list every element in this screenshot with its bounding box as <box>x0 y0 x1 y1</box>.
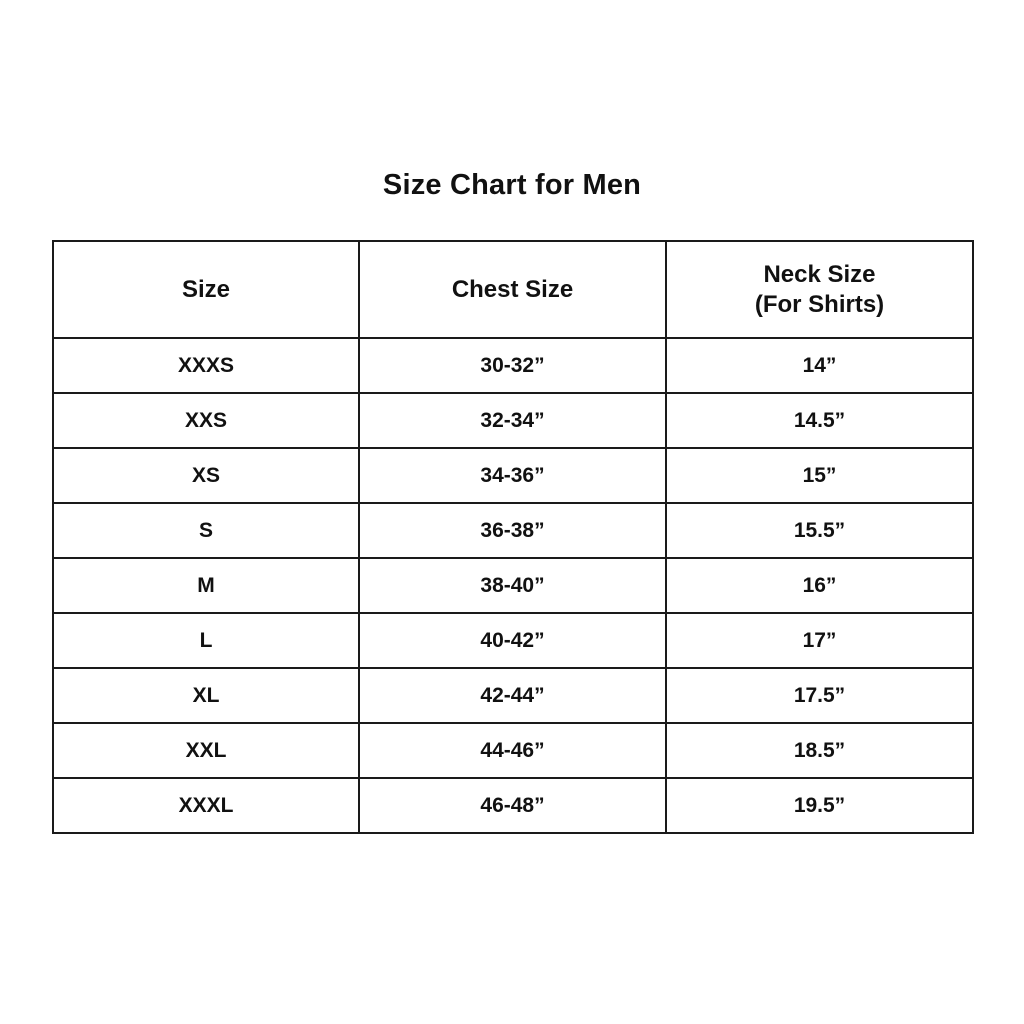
cell-size: L <box>52 612 360 669</box>
size-chart-table: Size Chest Size Neck Size (For Shirts) X… <box>52 240 974 834</box>
cell-size: S <box>52 502 360 559</box>
column-header-size: Size <box>52 240 360 339</box>
table-row: S 36-38” 15.5” <box>52 502 974 559</box>
cell-chest: 36-38” <box>358 502 667 559</box>
table-row: XXS 32-34” 14.5” <box>52 392 974 449</box>
cell-neck: 19.5” <box>665 777 974 834</box>
cell-chest: 34-36” <box>358 447 667 504</box>
column-header-neck-size-line1: Neck Size <box>763 260 876 288</box>
cell-size: XXL <box>52 722 360 779</box>
cell-size: XXXS <box>52 337 360 394</box>
table-row: XS 34-36” 15” <box>52 447 974 504</box>
cell-neck: 17.5” <box>665 667 974 724</box>
column-header-neck-size-line2: (For Shirts) <box>754 290 885 318</box>
table-body: XXXS 30-32” 14” XXS 32-34” 14.5” XS 34-3… <box>52 337 974 834</box>
cell-chest: 30-32” <box>358 337 667 394</box>
column-header-neck-size: Neck Size (For Shirts) <box>665 240 974 339</box>
cell-neck: 15.5” <box>665 502 974 559</box>
table-row: XXXS 30-32” 14” <box>52 337 974 394</box>
size-chart-table-container: Size Chest Size Neck Size (For Shirts) X… <box>52 240 974 834</box>
cell-neck: 14.5” <box>665 392 974 449</box>
table-row: XXL 44-46” 18.5” <box>52 722 974 779</box>
cell-neck: 16” <box>665 557 974 614</box>
table-row: M 38-40” 16” <box>52 557 974 614</box>
cell-chest: 32-34” <box>358 392 667 449</box>
table-header-row: Size Chest Size Neck Size (For Shirts) <box>52 240 974 339</box>
cell-neck: 14” <box>665 337 974 394</box>
table-row: L 40-42” 17” <box>52 612 974 669</box>
table-header: Size Chest Size Neck Size (For Shirts) <box>52 240 974 339</box>
cell-size: XL <box>52 667 360 724</box>
cell-chest: 38-40” <box>358 557 667 614</box>
cell-size: XXS <box>52 392 360 449</box>
page-title: Size Chart for Men <box>382 169 642 201</box>
cell-chest: 42-44” <box>358 667 667 724</box>
cell-neck: 17” <box>665 612 974 669</box>
cell-chest: 40-42” <box>358 612 667 669</box>
cell-chest: 44-46” <box>358 722 667 779</box>
cell-neck: 15” <box>665 447 974 504</box>
cell-size: M <box>52 557 360 614</box>
cell-neck: 18.5” <box>665 722 974 779</box>
cell-size: XS <box>52 447 360 504</box>
column-header-size-line1: Size <box>181 275 231 303</box>
table-row: XXXL 46-48” 19.5” <box>52 777 974 834</box>
cell-size: XXXL <box>52 777 360 834</box>
table-row: XL 42-44” 17.5” <box>52 667 974 724</box>
column-header-chest-size-line1: Chest Size <box>451 275 574 303</box>
cell-chest: 46-48” <box>358 777 667 834</box>
column-header-chest-size: Chest Size <box>358 240 667 339</box>
